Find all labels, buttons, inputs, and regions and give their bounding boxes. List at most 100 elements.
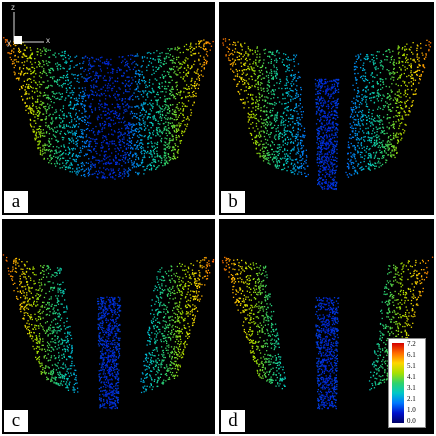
cloud-point (297, 139, 299, 141)
cloud-point (187, 66, 189, 69)
cloud-point (101, 127, 104, 129)
cloud-point (114, 178, 116, 180)
cloud-point (168, 147, 170, 149)
cloud-point (126, 127, 128, 129)
cloud-point (124, 169, 127, 171)
cloud-point (264, 155, 266, 157)
cloud-point (31, 53, 33, 56)
cloud-point (3, 37, 5, 39)
cloud-point (318, 170, 320, 172)
cloud-point (356, 137, 358, 139)
cloud-point (273, 97, 275, 99)
cloud-point (358, 131, 360, 133)
cloud-point (371, 145, 373, 147)
cloud-point (412, 79, 415, 81)
cloud-point (41, 103, 43, 105)
cloud-point (329, 174, 331, 176)
cloud-point (324, 142, 326, 145)
cloud-point (5, 40, 7, 42)
cloud-point (85, 123, 88, 125)
cloud-point (173, 124, 175, 126)
cloud-point (206, 51, 208, 53)
cloud-point (131, 112, 134, 114)
cloud-point (23, 61, 26, 63)
cloud-point (181, 102, 183, 104)
cloud-point (143, 56, 146, 58)
cloud-point (276, 68, 278, 71)
cloud-point (354, 105, 357, 107)
cloud-point (50, 101, 52, 103)
cloud-point (108, 148, 110, 150)
cloud-point (198, 43, 200, 45)
cloud-point (272, 78, 274, 80)
cloud-point (172, 126, 174, 128)
cloud-point (42, 70, 44, 73)
cloud-point (261, 82, 263, 85)
cloud-point (334, 109, 336, 111)
cloud-point (51, 91, 53, 93)
cloud-point (148, 131, 151, 134)
cloud-point (29, 78, 32, 80)
cloud-point (169, 110, 171, 112)
cloud-point (324, 168, 326, 170)
cloud-point (66, 89, 68, 91)
cloud-point (405, 48, 408, 50)
cloud-point (336, 157, 338, 160)
cloud-point (385, 50, 387, 52)
cloud-point (320, 145, 322, 147)
cloud-point (353, 97, 355, 99)
cloud-point (25, 72, 27, 74)
cloud-point (333, 114, 335, 116)
cloud-point (148, 129, 150, 131)
cloud-point (365, 91, 367, 93)
cloud-point (171, 112, 173, 115)
cloud-point (81, 76, 83, 78)
cloud-point (143, 166, 145, 168)
cloud-point (325, 142, 327, 144)
cloud-point (13, 62, 15, 64)
cloud-point (103, 154, 105, 156)
cloud-point (108, 109, 110, 111)
cloud-point (331, 152, 333, 154)
cloud-point (172, 109, 174, 111)
cloud-point (112, 143, 114, 145)
cloud-point (168, 81, 170, 84)
cloud-point (255, 117, 257, 120)
cloud-point (123, 136, 125, 138)
cloud-point (356, 96, 358, 98)
cloud-point (319, 147, 321, 149)
cloud-point (75, 141, 77, 143)
cloud-point (51, 150, 53, 152)
cloud-point (169, 157, 171, 159)
cloud-point (86, 94, 88, 96)
cloud-point (372, 85, 374, 87)
cloud-point (35, 106, 37, 108)
cloud-point (163, 162, 166, 164)
cloud-point (99, 99, 101, 101)
cloud-point (34, 101, 37, 103)
cloud-point (59, 132, 61, 135)
cloud-point (327, 89, 330, 91)
cloud-point (179, 124, 182, 127)
cloud-point (47, 126, 49, 128)
cloud-point (20, 73, 22, 75)
cloud-point (125, 156, 127, 158)
cloud-point (289, 109, 292, 111)
cloud-point (232, 63, 234, 65)
cloud-point (71, 73, 73, 75)
cloud-point (293, 109, 295, 112)
cloud-point (55, 80, 57, 82)
cloud-point (100, 147, 102, 149)
cloud-point (64, 82, 66, 85)
cloud-point (322, 160, 324, 162)
cloud-point (334, 171, 337, 174)
cloud-point (76, 145, 78, 147)
cloud-point (79, 91, 82, 94)
cloud-point (132, 79, 134, 81)
cloud-point (143, 149, 145, 151)
cloud-point (283, 128, 285, 130)
cloud-point (376, 82, 378, 84)
cloud-point (99, 123, 101, 125)
cloud-point (91, 56, 93, 59)
cloud-point (259, 115, 262, 117)
